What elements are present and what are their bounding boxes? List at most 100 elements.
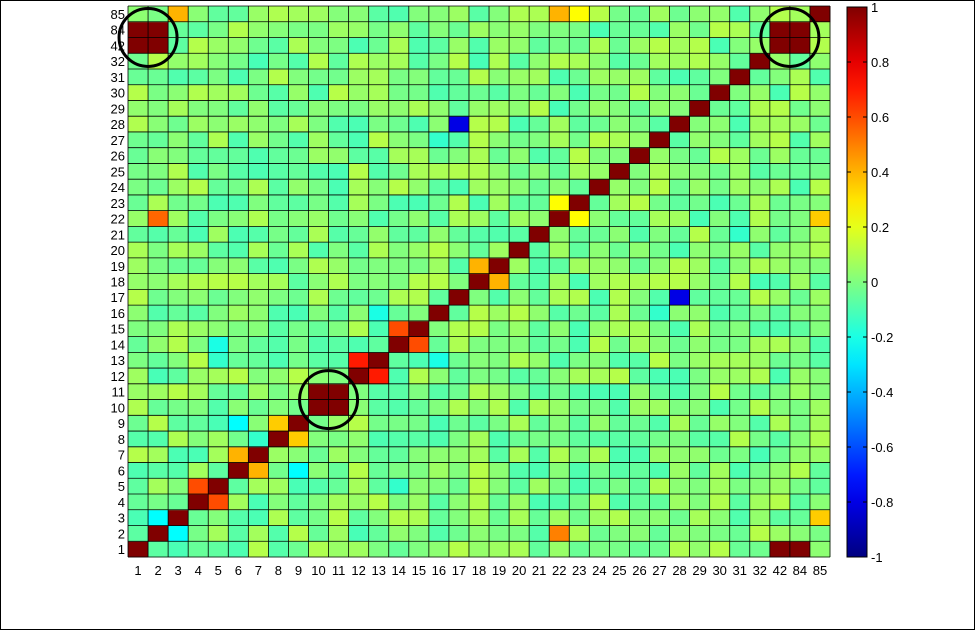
heatmap-cell (448, 226, 470, 243)
heatmap-cell (208, 525, 229, 542)
heatmap-cell (268, 541, 289, 558)
heatmap-cell (308, 21, 329, 38)
heatmap-cell (128, 289, 149, 306)
heatmap-cell (629, 116, 650, 133)
heatmap-cell (188, 210, 209, 227)
heatmap-cell (629, 257, 650, 275)
heatmap-cell (408, 478, 430, 495)
heatmap-cell (769, 273, 791, 290)
heatmap-cell (228, 194, 249, 212)
x-tick-label: 28 (672, 563, 686, 578)
heatmap-cell (809, 131, 831, 149)
heatmap-cell (228, 305, 249, 322)
heatmap-cell (408, 320, 430, 337)
heatmap-cell (729, 210, 751, 227)
heatmap-cell (408, 53, 430, 70)
heatmap-cell (569, 368, 590, 385)
heatmap-cell (629, 68, 650, 86)
heatmap-cell (288, 320, 309, 337)
heatmap-cell (248, 194, 269, 212)
heatmap-cell (809, 6, 831, 23)
heatmap-cell (268, 446, 289, 463)
heatmap-cell (388, 431, 410, 448)
heatmap-cell (569, 494, 590, 511)
heatmap-cell (228, 399, 249, 416)
heatmap-cell (689, 53, 711, 70)
heatmap-cell (288, 509, 309, 526)
heatmap-cell (529, 399, 550, 416)
heatmap-cell (589, 147, 610, 164)
heatmap-cell (248, 116, 269, 133)
heatmap-cell (589, 446, 610, 463)
heatmap-cell (749, 100, 771, 117)
heatmap-cell (489, 336, 510, 353)
heatmap-cell (388, 383, 410, 400)
heatmap-cell (188, 509, 209, 526)
heatmap-cell (168, 53, 189, 70)
heatmap-cell (148, 305, 169, 322)
heatmap-cell (188, 116, 209, 133)
heatmap-cell (589, 53, 610, 70)
heatmap-cell (569, 336, 590, 353)
heatmap-cell (368, 194, 390, 212)
heatmap-cell (188, 257, 209, 275)
heatmap-cell (388, 289, 410, 306)
heatmap-cell (288, 84, 309, 101)
heatmap-cell (148, 226, 169, 243)
heatmap-cell (489, 446, 510, 463)
heatmap-cell (388, 320, 410, 337)
heatmap-cell (288, 431, 309, 448)
heatmap-cell (288, 273, 309, 290)
heatmap-cell (629, 6, 650, 23)
heatmap-grid (127, 5, 831, 558)
heatmap-cell (649, 383, 670, 400)
heatmap-cell (248, 541, 269, 558)
heatmap-cell (489, 210, 510, 227)
heatmap-cell (809, 305, 831, 322)
heatmap-cell (328, 336, 350, 353)
heatmap-cells (128, 6, 831, 558)
heatmap-cell (789, 210, 811, 227)
heatmap-cell (489, 289, 510, 306)
heatmap-cell (789, 462, 811, 479)
heatmap-cell (128, 415, 149, 432)
heatmap-cell (609, 289, 630, 306)
heatmap-cell (549, 383, 570, 400)
heatmap-cell (689, 305, 711, 322)
heatmap-cell (188, 305, 209, 322)
heatmap-cell (468, 242, 490, 259)
heatmap-cell (148, 368, 169, 385)
heatmap-cell (428, 478, 450, 495)
heatmap-cell (468, 320, 490, 337)
heatmap-cell (448, 37, 470, 54)
y-tick-label: 29 (111, 101, 125, 116)
heatmap-cell (248, 478, 269, 495)
heatmap-cell (529, 336, 550, 353)
heatmap-cell (268, 399, 289, 416)
heatmap-cell (328, 273, 350, 290)
heatmap-cell (629, 368, 650, 385)
heatmap-cell (489, 53, 510, 70)
heatmap-cell (428, 541, 450, 558)
heatmap-cell (529, 509, 550, 526)
heatmap-cell (188, 368, 209, 385)
heatmap-cell (308, 352, 329, 369)
heatmap-cell (509, 336, 530, 353)
heatmap-cell (228, 320, 249, 337)
heatmap-cell (569, 446, 590, 463)
heatmap-cell (228, 226, 249, 243)
heatmap-cell (128, 352, 149, 369)
heatmap-cell (529, 210, 550, 227)
heatmap-cell (348, 21, 370, 38)
heatmap-cell (809, 431, 831, 448)
heatmap-cell (248, 131, 269, 149)
heatmap-cell (729, 494, 751, 511)
heatmap-cell (789, 415, 811, 432)
heatmap-cell (348, 131, 370, 149)
heatmap-cell (549, 53, 570, 70)
heatmap-cell (529, 289, 550, 306)
heatmap-cell (609, 194, 630, 212)
heatmap-cell (268, 242, 289, 259)
x-tick-label: 19 (492, 563, 506, 578)
heatmap-cell (288, 131, 309, 149)
